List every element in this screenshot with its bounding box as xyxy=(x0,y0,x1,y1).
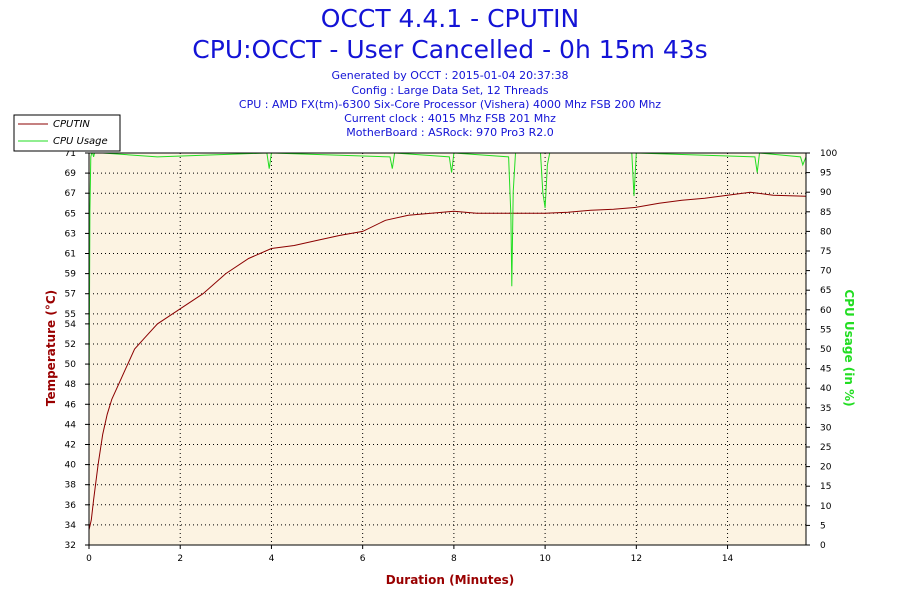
y2-tick-label: 85 xyxy=(820,208,831,218)
y2-tick-label: 50 xyxy=(820,345,832,355)
x-axis-label: Duration (Minutes) xyxy=(386,573,514,587)
y-tick-label: 52 xyxy=(65,340,76,350)
y2-tick-label: 25 xyxy=(820,443,831,453)
y2-tick-label: 80 xyxy=(820,227,832,237)
x-tick-label: 8 xyxy=(451,554,457,564)
legend-label-cpu-usage: CPU Usage xyxy=(53,136,108,147)
info-config: Config : Large Data Set, 12 Threads xyxy=(351,84,549,97)
series-line-cputin xyxy=(88,191,807,531)
y2-tick-label: 30 xyxy=(820,423,832,433)
info-generated: Generated by OCCT : 2015-01-04 20:37:38 xyxy=(331,69,569,82)
y-tick-label: 59 xyxy=(65,270,77,280)
legend-label-cputin: CPUTIN xyxy=(53,119,90,130)
x-tick-label: 10 xyxy=(539,554,551,564)
y-tick-label: 46 xyxy=(65,400,77,410)
y-tick-label: 34 xyxy=(65,521,77,531)
y2-tick-label: 35 xyxy=(820,404,831,414)
y-tick-label: 57 xyxy=(65,290,76,300)
chart-subtitle: CPU:OCCT - User Cancelled - 0h 15m 43s xyxy=(192,35,708,64)
y-tick-label: 48 xyxy=(65,380,77,390)
legend: CPUTIN CPU Usage xyxy=(13,114,121,152)
y-tick-label: 61 xyxy=(65,250,76,260)
chart-title: OCCT 4.4.1 - CPUTIN xyxy=(320,4,580,33)
y-tick-label: 50 xyxy=(65,360,77,370)
x-tick-label: 6 xyxy=(360,554,366,564)
y-tick-label: 54 xyxy=(65,320,77,330)
y-tick-label: 38 xyxy=(65,481,77,491)
y2-tick-label: 75 xyxy=(820,247,831,257)
y-tick-label: 65 xyxy=(65,209,76,219)
y2-tick-label: 90 xyxy=(820,188,832,198)
y2-tick-label: 60 xyxy=(820,306,832,316)
y2-tick-label: 45 xyxy=(820,365,831,375)
y2-tick-label: 95 xyxy=(820,169,831,179)
y-tick-label: 67 xyxy=(65,189,76,199)
info-clock: Current clock : 4015 Mhz FSB 201 Mhz xyxy=(344,112,556,125)
y-tick-label: 36 xyxy=(65,501,77,511)
y2-tick-label: 55 xyxy=(820,325,831,335)
x-tick-label: 0 xyxy=(86,554,92,564)
plot-area xyxy=(89,153,806,545)
y2-tick-label: 15 xyxy=(820,482,831,492)
y2-tick-label: 10 xyxy=(820,502,832,512)
y2-tick-label: 5 xyxy=(820,521,826,531)
y2-tick-label: 20 xyxy=(820,463,832,473)
plot-frame xyxy=(88,152,807,546)
x-tick-label: 2 xyxy=(177,554,183,564)
y-tick-label: 40 xyxy=(65,461,77,471)
info-cpu: CPU : AMD FX(tm)-6300 Six-Core Processor… xyxy=(238,98,662,111)
y-tick-label: 32 xyxy=(65,541,76,551)
y2-tick-label: 70 xyxy=(820,267,832,277)
y2-tick-label: 0 xyxy=(820,541,826,551)
y-tick-label: 71 xyxy=(65,149,76,159)
x-axis-ticks: 0 2 4 6 8 10 12 14 xyxy=(86,545,734,564)
info-motherboard: MotherBoard : ASRock: 970 Pro3 R2.0 xyxy=(346,126,554,139)
legend-box xyxy=(13,114,121,152)
y-tick-label: 44 xyxy=(65,420,77,430)
x-tick-label: 12 xyxy=(631,554,642,564)
y-tick-label: 63 xyxy=(65,229,76,239)
x-tick-label: 4 xyxy=(269,554,275,564)
y2-axis-ticks: 0 5 10 15 20 25 30 35 40 45 50 55 60 65 70 75 80 85 90 95 10… xyxy=(806,149,837,551)
grid-lines xyxy=(89,153,806,545)
y2-tick-label: 40 xyxy=(820,384,832,394)
x-tick-label: 14 xyxy=(722,554,734,564)
y-tick-label: 42 xyxy=(65,440,76,450)
y2-tick-label: 65 xyxy=(820,286,831,296)
y-tick-label: 55 xyxy=(65,310,76,320)
y-axis-label: Temperature (°C) xyxy=(44,290,58,406)
y2-axis-label: CPU Usage (in %) xyxy=(842,289,856,406)
y2-tick-label: 100 xyxy=(820,149,837,159)
y-tick-label: 69 xyxy=(65,169,77,179)
